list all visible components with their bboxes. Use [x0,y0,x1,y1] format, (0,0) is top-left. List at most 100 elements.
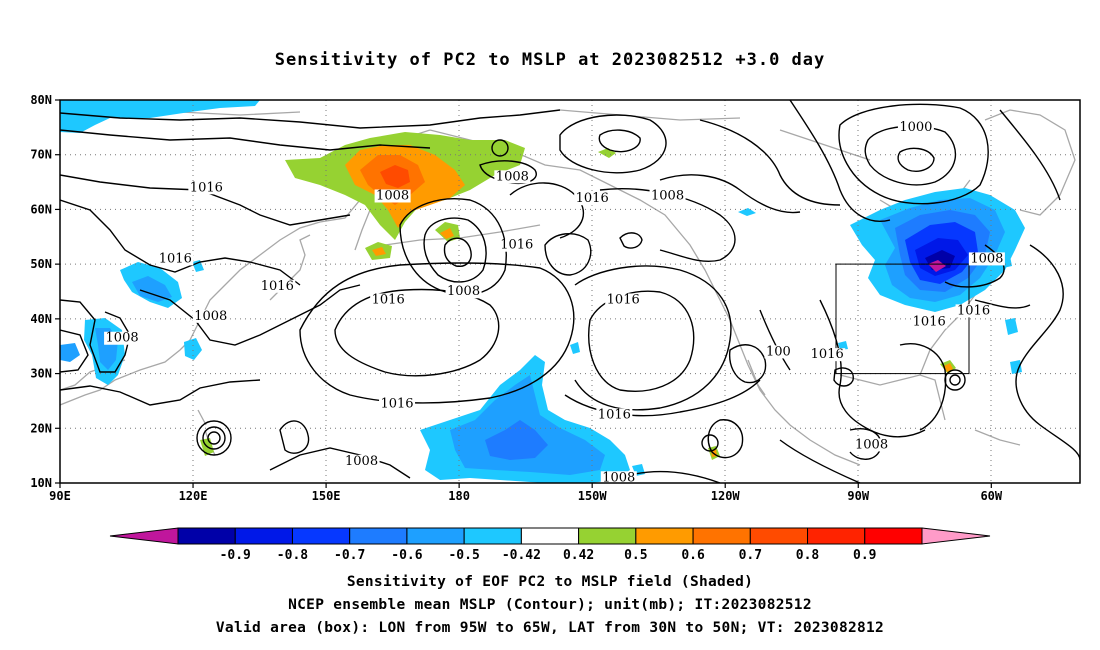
lat-tick-label: 10N [30,476,52,490]
contour-labels: 1016 1016 1016 1008 1008 1008 1008 1008 1016 1016… [104,120,1005,485]
contour-label: 1008 [376,188,409,203]
colorbar-label: 0.42 [563,548,594,563]
latitude-axis: 80N 70N 60N 50N 40N 30N 20N 10N [30,93,60,490]
colorbar-swatch [578,527,637,545]
lat-tick-label: 40N [30,312,52,326]
contour-label: 1000 [899,120,932,135]
colorbar-swatch [635,527,694,545]
lon-tick-label: 120W [711,489,741,503]
contour-label-bg [259,279,296,293]
contour-label-bg [911,315,948,329]
contour-label: 1008 [345,454,378,469]
sensitivity-shading [60,100,1025,483]
contour-label: 1016 [190,180,223,195]
caption-line-1: Sensitivity of EOF PC2 to MSLP field (Sh… [346,574,754,590]
colorbar-label: -0.7 [334,548,365,563]
contour-label-bg [897,121,934,135]
contour-label-bg [968,252,1005,266]
colorbar-swatch [291,527,351,545]
lon-tick-label: 180 [448,489,470,503]
contour-label-bg [374,189,411,203]
contour-label-bg [192,309,229,323]
contour-label-bg [596,408,633,422]
contour-label: 1016 [913,314,946,329]
contour-label: 1016 [957,303,990,318]
contour-label-bg [764,345,793,359]
contour-label-bg [494,170,531,184]
map-panel: 1016 1016 1016 1008 1008 1008 1008 1008 1016 1016… [30,93,1081,503]
lon-tick-label: 150W [578,489,608,503]
lat-tick-label: 70N [30,148,52,162]
lon-tick-label: 90E [49,489,71,503]
contour-label: 1016 [500,238,533,253]
lat-tick-label: 80N [30,93,52,107]
contour-label: 100 [766,344,791,359]
colorbar-swatch [807,527,866,545]
colorbar-swatch [406,527,465,545]
contour-label: 1008 [106,331,139,346]
contour-label-bg [498,238,535,252]
contour-label: 1016 [380,396,413,411]
colorbar-swatch [749,527,809,545]
colorbar-label: -0.42 [502,548,541,563]
contour-label-bg [809,348,846,362]
contour-label: 1008 [651,188,684,203]
colorbar-label: 0.8 [796,548,820,563]
colorbar-swatch [864,527,923,545]
colorbar-label: 0.7 [739,548,762,563]
contour-label-bg [343,454,380,468]
colorbar-swatch [692,527,751,545]
contour-label-bg [379,397,416,411]
caption-line-2: NCEP ensemble mean MSLP (Contour); unit(… [288,597,812,613]
colorbar-swatch [349,527,408,545]
colorbar-max-triangle [921,527,991,545]
contour-label-bg [605,293,642,307]
contour-label: 1016 [598,407,631,422]
contour-label: 1008 [602,470,635,485]
contour-label-bg [600,471,637,483]
lat-tick-label: 30N [30,367,52,381]
colorbar-swatch [463,527,522,545]
contour-label: 1016 [576,191,609,206]
colorbar-swatch [520,527,580,545]
colorbar-label: -0.6 [391,548,422,563]
lat-tick-label: 50N [30,257,52,271]
lon-tick-label: 90W [847,489,869,503]
contour-label: 1008 [496,169,529,184]
lon-tick-label: 60W [980,489,1002,503]
caption-line-3: Valid area (box): LON from 95W to 65W, L… [215,620,885,636]
contour-label: 1016 [607,292,640,307]
colorbar-label: -0.5 [448,548,479,563]
colorbar-label: 0.6 [681,548,705,563]
colorbar-label: 0.9 [853,548,876,563]
contour-label-bg [955,304,992,318]
lat-tick-label: 60N [30,202,52,216]
colorbar-swatch [234,527,293,545]
colorbar-label: -0.8 [277,548,308,563]
contour-label-bg [853,438,890,452]
lat-tick-label: 20N [30,421,52,435]
colorbar-min-triangle [109,527,179,545]
lon-tick-label: 120E [179,489,208,503]
colorbar: -0.9 -0.8 -0.7 -0.6 -0.5 -0.42 0.42 0.5 0.6 0.7 0.… [109,527,991,563]
contour-label-bg [370,293,407,307]
colorbar-swatch [177,527,236,545]
contour-label-bg [649,189,686,203]
contour-label: 1016 [372,292,405,307]
valid-area-box [835,263,970,375]
contour-label-bg [445,285,482,299]
contour-label-bg [157,252,194,266]
contour-label-bg [574,192,611,206]
contour-label: 1016 [811,347,844,362]
colorbar-label: -0.9 [220,548,251,563]
contour-label: 1016 [159,251,192,266]
contour-label-bg [188,181,225,195]
map-title: Sensitivity of PC2 to MSLP at 2023082512… [274,50,826,70]
contour-label: 1008 [855,437,888,452]
contour-label: 1008 [194,309,227,324]
contour-label: 1008 [447,284,480,299]
longitude-axis: 90E 120E 150E 180 150W 120W 90W 60W [49,483,1003,503]
contour-label: 1008 [970,251,1003,266]
colorbar-label: 0.5 [624,548,647,563]
